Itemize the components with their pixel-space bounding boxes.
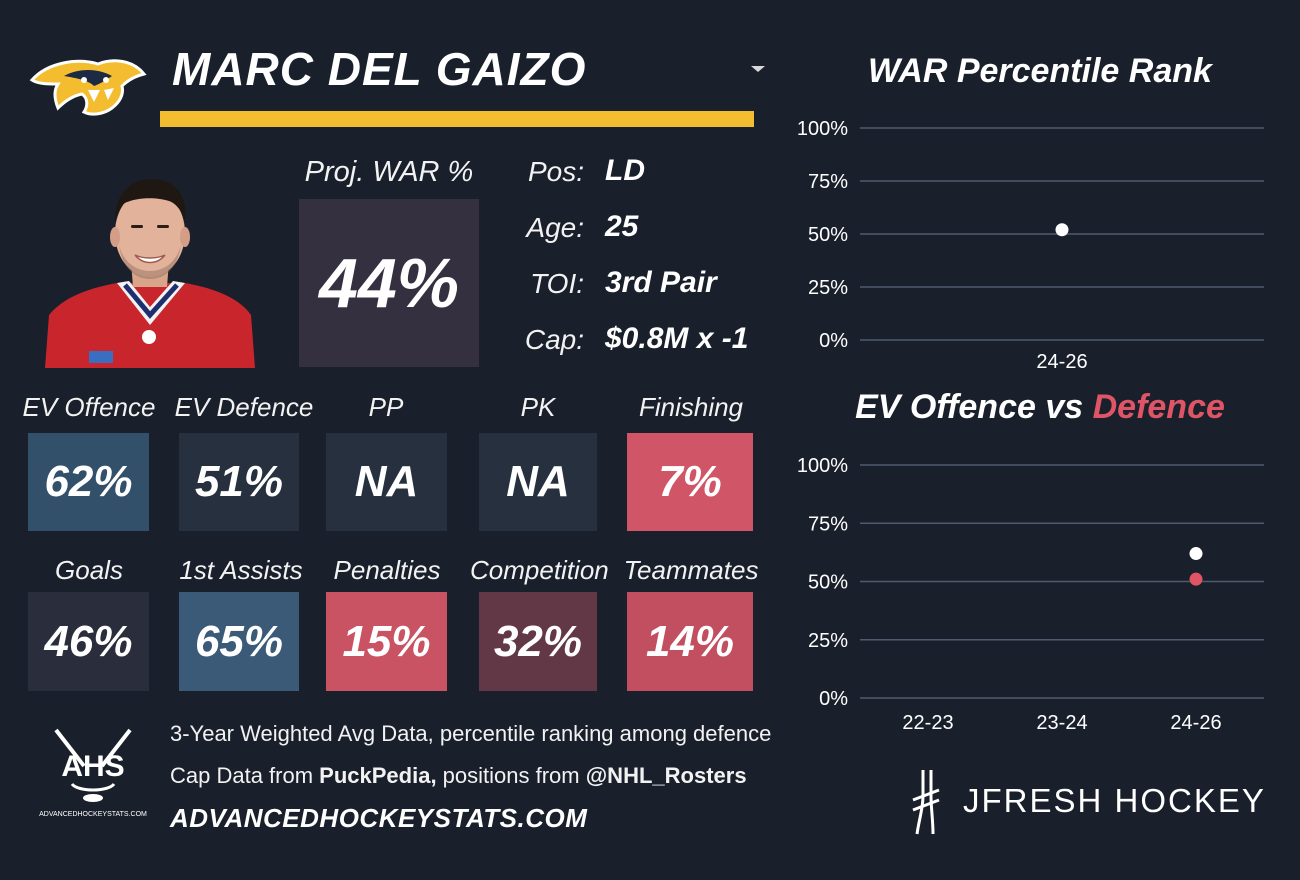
player-name: MARC DEL GAIZO xyxy=(172,43,587,95)
footer-note-2-pre: Cap Data from xyxy=(170,763,320,788)
tile-1st-assists: 65% xyxy=(179,592,299,691)
proj-war-label: Proj. WAR % xyxy=(304,156,474,188)
tile-finishing: 7% xyxy=(627,433,753,531)
y-tick-label: 50% xyxy=(808,224,848,246)
tile-pk: NA xyxy=(479,433,597,531)
chart2-title-part2: Defence xyxy=(1092,388,1225,426)
x-tick-label: 24-26 xyxy=(1036,351,1087,373)
tile-value-ev-defence: 51% xyxy=(194,457,284,506)
war-percentile-chart: 100% 75% 50% 25% 0% 24-26 xyxy=(797,118,1264,373)
chart1-title: WAR Percentile Rank xyxy=(868,52,1212,90)
puckpedia-link[interactable]: PuckPedia, xyxy=(319,763,437,788)
tile-label-goals: Goals xyxy=(55,555,123,585)
tile-label-pk: PK xyxy=(520,392,556,422)
tile-value-finishing: 7% xyxy=(658,457,722,506)
y-tick-label: 75% xyxy=(808,513,848,535)
age-label: Age: xyxy=(526,212,584,243)
tile-goals: 46% xyxy=(28,592,149,691)
tile-label-finishing: Finishing xyxy=(638,392,744,422)
tile-label-ev-defence: EV Defence xyxy=(174,392,314,422)
y-tick-label: 75% xyxy=(808,171,848,193)
data-point xyxy=(1055,223,1069,237)
footer-note-2: Cap Data from PuckPedia, positions from … xyxy=(170,763,747,789)
ahs-logo-text: AHS xyxy=(61,750,124,783)
jfresh-logo: JFRESH HOCKEY xyxy=(905,766,1285,838)
cap-value: $0.8M x -1 xyxy=(605,322,749,355)
tile-competition: 32% xyxy=(479,592,597,691)
x-tick-label: 24-26 xyxy=(1170,712,1221,734)
footer-note-1: 3-Year Weighted Avg Data, percentile ran… xyxy=(170,721,772,746)
ahs-logo: AHS ADVANCEDHOCKEYSTATS.COM xyxy=(38,726,148,821)
nhl-rosters-link[interactable]: @NHL_Rosters xyxy=(585,763,747,788)
x-tick-label: 22-23 xyxy=(902,712,953,734)
data-point xyxy=(1189,547,1203,561)
tile-label-pp: PP xyxy=(368,392,404,422)
tile-value-pp: NA xyxy=(354,457,419,506)
tile-label-1st-assists: 1st Assists xyxy=(179,555,303,585)
tile-label-penalties: Penalties xyxy=(333,555,441,585)
toi-label: TOI: xyxy=(530,268,584,299)
ev-offence-defence-chart: 100% 75% 50% 25% 0% 22-23 23-24 24-26 xyxy=(797,455,1264,734)
tile-ev-defence: 51% xyxy=(179,433,299,531)
ahs-logo-subtext: ADVANCEDHOCKEYSTATS.COM xyxy=(39,811,147,818)
y-tick-label: 0% xyxy=(819,330,848,352)
tile-value-competition: 32% xyxy=(493,616,583,666)
jfresh-logo-text: JFRESH HOCKEY xyxy=(963,782,1266,819)
tile-value-teammates: 14% xyxy=(645,616,735,666)
y-tick-label: 0% xyxy=(819,688,848,710)
tile-value-ev-offence: 62% xyxy=(44,457,133,506)
chevron-down-icon[interactable] xyxy=(748,62,768,76)
proj-war-value: 44% xyxy=(318,244,460,322)
y-tick-label: 100% xyxy=(797,455,848,477)
x-tick-label: 23-24 xyxy=(1036,712,1087,734)
tile-value-pk: NA xyxy=(506,457,570,506)
pos-label: Pos: xyxy=(527,156,584,187)
name-underline xyxy=(160,111,754,127)
age-value: 25 xyxy=(605,210,639,243)
y-tick-label: 100% xyxy=(797,118,848,140)
tile-ev-offence: 62% xyxy=(28,433,149,531)
team-logo xyxy=(28,50,148,120)
chart2-title-part1: EV Offence vs xyxy=(855,388,1093,426)
tile-label-ev-offence: EV Offence xyxy=(22,392,156,422)
player-headshot xyxy=(45,175,255,368)
cap-label: Cap: xyxy=(524,324,584,355)
tile-value-1st-assists: 65% xyxy=(194,616,284,666)
tile-value-goals: 46% xyxy=(44,616,133,666)
toi-value: 3rd Pair xyxy=(605,266,717,299)
data-point xyxy=(1189,572,1203,586)
tile-penalties: 15% xyxy=(326,592,447,691)
pos-value: LD xyxy=(605,154,645,187)
tile-label-competition: Competition xyxy=(470,555,609,585)
y-tick-label: 25% xyxy=(808,277,848,299)
footer-note-2-mid: positions from xyxy=(436,763,586,788)
tile-teammates: 14% xyxy=(627,592,753,691)
footer-url[interactable]: ADVANCEDHOCKEYSTATS.COM xyxy=(170,803,588,833)
y-tick-label: 25% xyxy=(808,630,848,652)
chart2-title: EV Offence vs Defence xyxy=(790,388,1290,427)
y-tick-label: 50% xyxy=(808,572,848,594)
tile-label-teammates: Teammates xyxy=(623,555,759,585)
tile-pp: NA xyxy=(326,433,447,531)
proj-war-box: 44% xyxy=(299,199,479,367)
tile-value-penalties: 15% xyxy=(342,616,431,666)
